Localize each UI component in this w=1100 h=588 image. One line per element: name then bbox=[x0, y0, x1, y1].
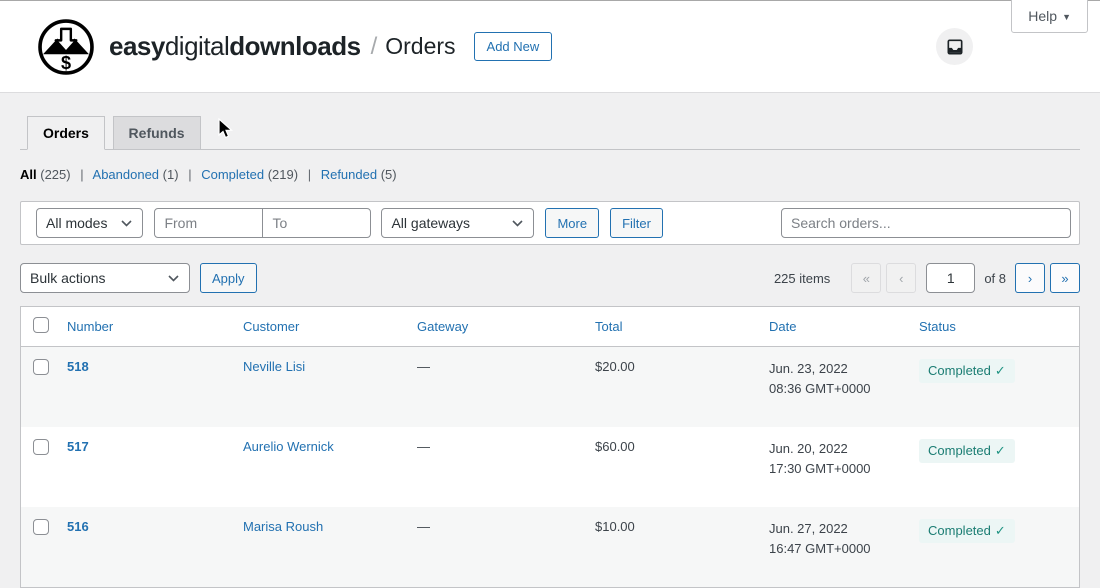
svg-text:$: $ bbox=[61, 52, 71, 72]
breadcrumb-separator: / bbox=[370, 32, 378, 60]
tab-bar: Orders Refunds bbox=[20, 116, 1080, 150]
date-value: Jun. 27, 2022 16:47 GMT+0000 bbox=[769, 507, 919, 587]
mode-select[interactable]: All modes bbox=[36, 208, 144, 238]
gateway-value: — bbox=[417, 359, 430, 374]
filter-all-link[interactable]: All bbox=[20, 167, 37, 182]
date-line1: Jun. 20, 2022 bbox=[769, 440, 848, 456]
table-toolbar: Bulk actions Apply 225 items « ‹ of 8 › … bbox=[20, 263, 1080, 293]
row-checkbox[interactable] bbox=[33, 518, 49, 535]
gateway-value: — bbox=[417, 438, 430, 454]
row-checkbox[interactable] bbox=[33, 438, 49, 455]
column-header-gateway[interactable]: Gateway bbox=[417, 307, 595, 347]
tab-orders[interactable]: Orders bbox=[27, 116, 105, 150]
date-line2: 17:30 GMT+0000 bbox=[769, 460, 871, 476]
bulk-actions-value: Bulk actions bbox=[30, 270, 106, 286]
customer-link[interactable]: Aurelio Wernick bbox=[243, 438, 334, 454]
table-row: 518 Neville Lisi — $20.00 Jun. 23, 2022 … bbox=[21, 346, 1079, 427]
filter-refunded-count: (5) bbox=[380, 167, 397, 182]
orders-table: Number Customer Gateway Total Date Statu… bbox=[20, 306, 1080, 588]
apply-button[interactable]: Apply bbox=[200, 263, 257, 293]
status-badge: Completed ✓ bbox=[919, 359, 1015, 383]
select-all-checkbox[interactable] bbox=[33, 317, 49, 333]
status-label: Completed bbox=[928, 442, 991, 458]
customer-link[interactable]: Marisa Roush bbox=[243, 518, 324, 534]
filter-refunded-link[interactable]: Refunded bbox=[320, 167, 378, 182]
first-page-button[interactable]: « bbox=[851, 263, 882, 293]
total-value: $60.00 bbox=[595, 438, 635, 454]
gateway-select[interactable]: All gateways bbox=[381, 208, 535, 238]
more-button[interactable]: More bbox=[545, 208, 600, 238]
help-button[interactable]: Help ▼ bbox=[1011, 0, 1088, 33]
filter-abandoned-link[interactable]: Abandoned bbox=[92, 167, 160, 182]
edd-logo-icon: $ bbox=[38, 18, 94, 75]
table-row: 516 Marisa Roush — $10.00 Jun. 27, 2022 … bbox=[21, 506, 1079, 587]
table-row: 517 Aurelio Wernick — $60.00 Jun. 20, 20… bbox=[21, 426, 1079, 507]
status-badge: Completed ✓ bbox=[919, 438, 1015, 463]
items-count: 225 items bbox=[773, 270, 831, 286]
total-value: $10.00 bbox=[595, 518, 635, 534]
app-header: $ easydigitaldownloads / Orders Add New … bbox=[0, 0, 1100, 93]
status-label: Completed bbox=[928, 522, 991, 538]
customer-link[interactable]: Neville Lisi bbox=[243, 359, 306, 374]
status-badge: Completed ✓ bbox=[919, 518, 1015, 543]
total-value: $20.00 bbox=[595, 359, 635, 374]
tab-refunds[interactable]: Refunds bbox=[112, 116, 201, 149]
status-filter-links: All (225) | Abandoned (1) | Completed (2… bbox=[20, 167, 1080, 182]
filter-completed-link[interactable]: Completed bbox=[201, 167, 265, 182]
date-from-input[interactable] bbox=[155, 209, 263, 237]
date-value: Jun. 23, 2022 08:36 GMT+0000 bbox=[769, 347, 919, 427]
chevron-down-icon bbox=[121, 219, 133, 227]
next-page-button[interactable]: › bbox=[1015, 263, 1045, 293]
gateway-value: — bbox=[417, 518, 430, 534]
row-checkbox[interactable] bbox=[33, 359, 49, 375]
filter-separator: | bbox=[307, 167, 312, 182]
date-line2: 08:36 GMT+0000 bbox=[769, 381, 871, 396]
column-header-status[interactable]: Status bbox=[919, 307, 1079, 347]
date-to-input[interactable] bbox=[263, 209, 371, 237]
filter-completed-count: (219) bbox=[267, 167, 299, 182]
check-icon: ✓ bbox=[994, 442, 1006, 458]
order-number-link[interactable]: 518 bbox=[67, 359, 89, 374]
filter-all-count: (225) bbox=[40, 167, 71, 182]
order-number-link[interactable]: 517 bbox=[67, 438, 89, 454]
date-line1: Jun. 27, 2022 bbox=[769, 520, 848, 536]
date-value: Jun. 20, 2022 17:30 GMT+0000 bbox=[769, 427, 919, 507]
orders-filter-bar: All modes All gateways More Filter bbox=[20, 201, 1080, 245]
date-line1: Jun. 23, 2022 bbox=[769, 361, 848, 376]
input-divider bbox=[262, 209, 264, 237]
pagination: 225 items « ‹ of 8 › » bbox=[774, 263, 1080, 293]
inbox-icon bbox=[947, 39, 962, 54]
bulk-actions-select[interactable]: Bulk actions bbox=[20, 263, 190, 293]
help-label: Help bbox=[1028, 8, 1058, 24]
search-input[interactable] bbox=[781, 208, 1071, 238]
column-header-number[interactable]: Number bbox=[67, 307, 243, 347]
add-new-button[interactable]: Add New bbox=[473, 32, 553, 61]
chevron-down-icon bbox=[512, 219, 524, 227]
check-icon: ✓ bbox=[994, 363, 1006, 378]
total-pages-label: of 8 bbox=[984, 270, 1006, 286]
chevron-down-icon: ▼ bbox=[1062, 12, 1071, 22]
order-number-link[interactable]: 516 bbox=[67, 518, 89, 534]
last-page-button[interactable]: » bbox=[1050, 263, 1080, 293]
current-page-input[interactable] bbox=[926, 263, 976, 293]
filter-button[interactable]: Filter bbox=[610, 208, 663, 238]
prev-page-button[interactable]: ‹ bbox=[886, 263, 917, 293]
date-range-group bbox=[154, 208, 372, 238]
mode-select-value: All modes bbox=[46, 215, 108, 231]
date-line2: 16:47 GMT+0000 bbox=[769, 540, 871, 556]
chevron-down-icon bbox=[168, 274, 179, 282]
filter-separator: | bbox=[188, 167, 192, 182]
filter-separator: | bbox=[80, 167, 84, 182]
column-header-customer[interactable]: Customer bbox=[243, 307, 417, 347]
gateway-select-value: All gateways bbox=[391, 215, 471, 231]
check-icon: ✓ bbox=[994, 522, 1006, 538]
filter-abandoned-count: (1) bbox=[162, 167, 179, 182]
column-header-date[interactable]: Date bbox=[769, 307, 919, 347]
column-header-total[interactable]: Total bbox=[595, 307, 769, 347]
brand-wordmark: easydigitaldownloads bbox=[109, 31, 361, 61]
table-header-row: Number Customer Gateway Total Date Statu… bbox=[21, 307, 1079, 347]
page-title: Orders bbox=[385, 33, 456, 59]
inbox-button[interactable] bbox=[936, 28, 973, 65]
status-label: Completed bbox=[928, 363, 991, 378]
